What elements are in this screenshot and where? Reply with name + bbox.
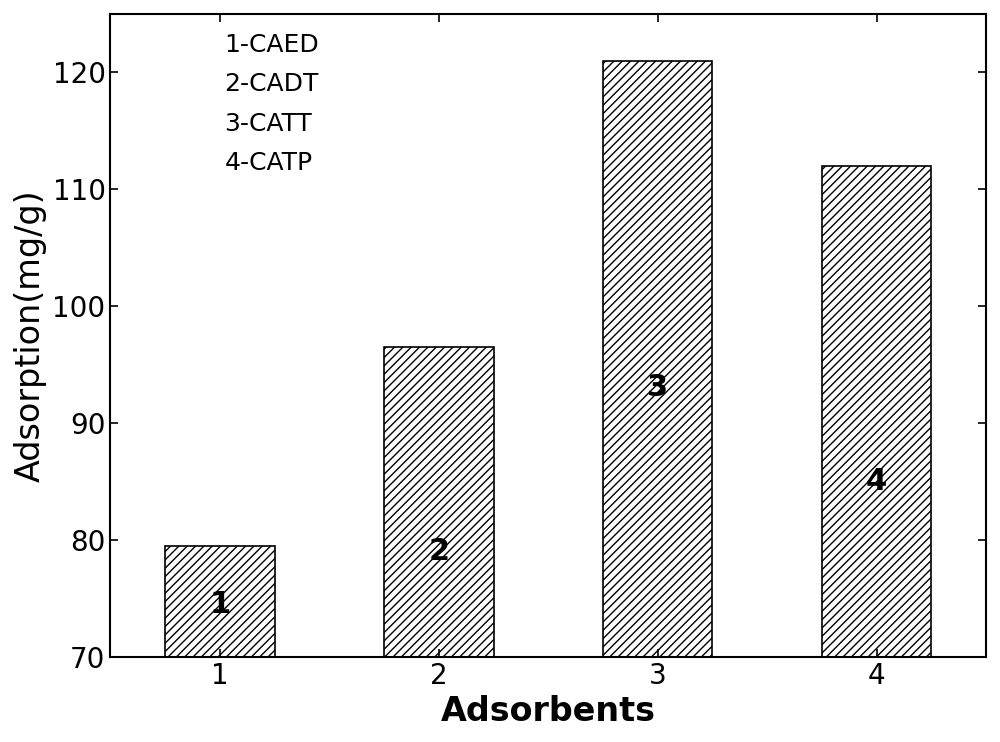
Y-axis label: Adsorption(mg/g): Adsorption(mg/g) — [14, 189, 47, 482]
Bar — [384, 347, 494, 657]
X-axis label: Adsorbents: Adsorbents — [441, 695, 656, 728]
Bar — [603, 61, 712, 657]
Text: 3: 3 — [647, 373, 668, 402]
Text: 2: 2 — [428, 537, 449, 566]
Text: 1-CAED
2-CADT
3-CATT
4-CATP: 1-CAED 2-CADT 3-CATT 4-CATP — [224, 33, 319, 175]
Text: 4: 4 — [866, 467, 887, 496]
Bar — [165, 545, 275, 657]
Bar — [822, 165, 931, 657]
Text: 1: 1 — [209, 590, 231, 619]
